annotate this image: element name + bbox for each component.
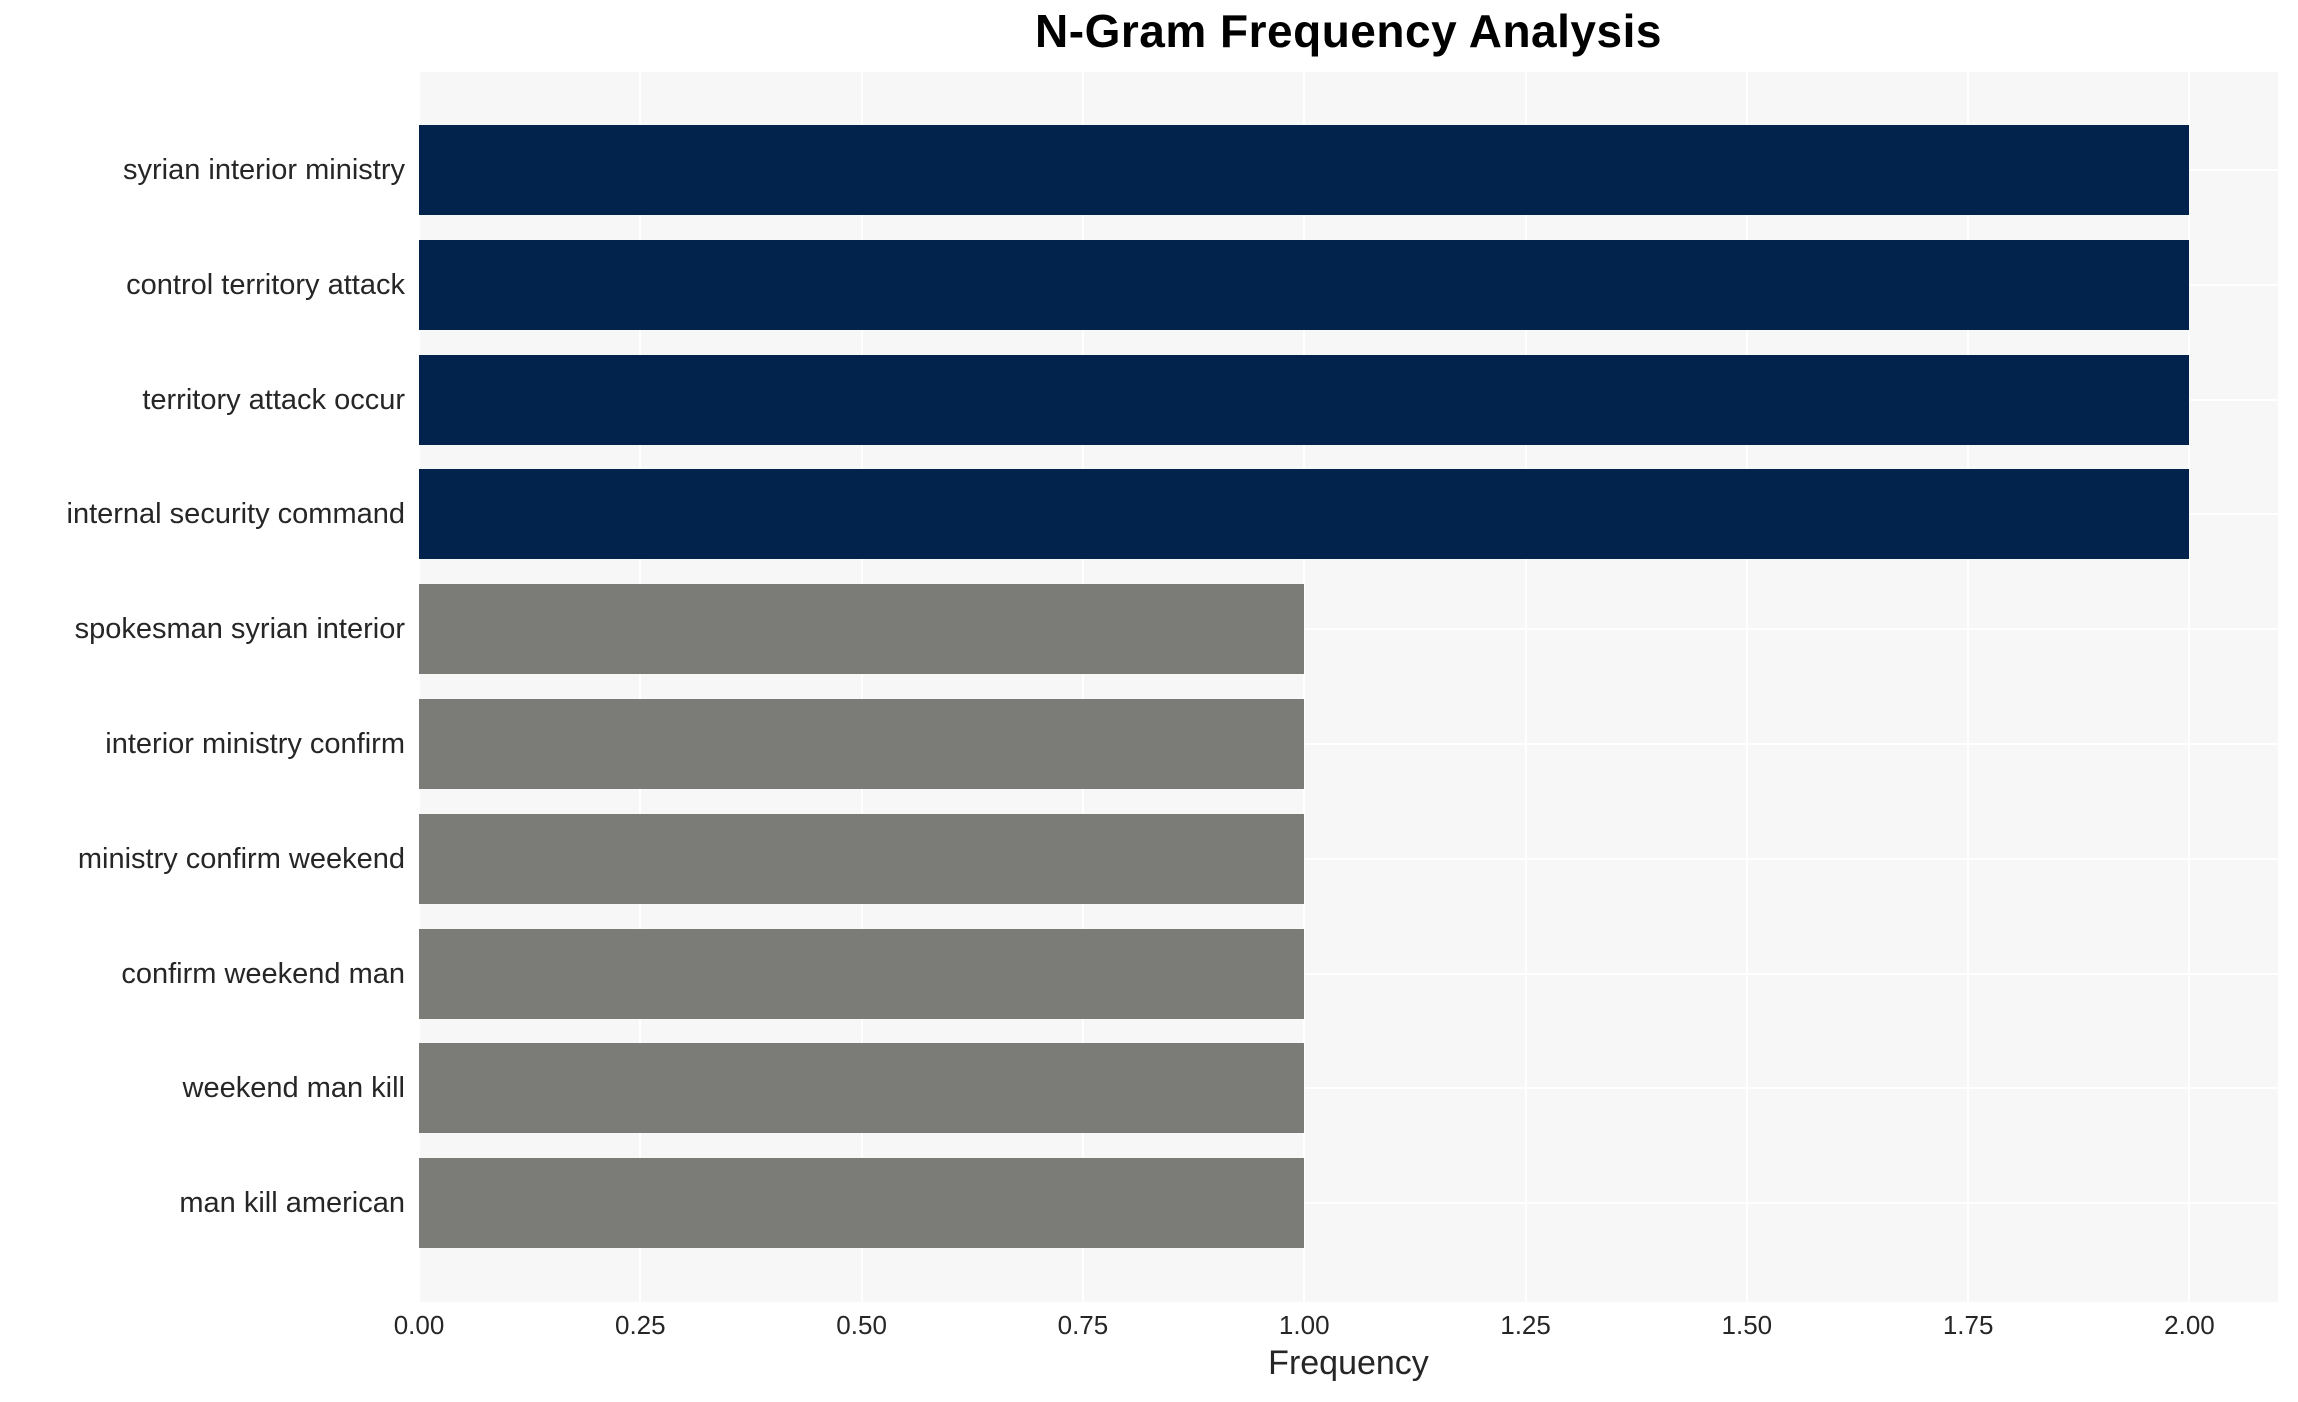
bar [419,813,1305,904]
y-tick-label: territory attack occur [142,383,405,416]
plot-area [418,72,2278,1302]
x-tick-label: 1.50 [1721,1310,1773,1340]
gridline-vertical [1303,72,1306,1302]
gridline-horizontal [419,1087,2278,1090]
x-tick-label: 0.50 [836,1310,887,1340]
y-tick-label: man kill american [179,1187,405,1220]
gridline-vertical [2188,72,2191,1302]
y-tick-label: syrian interior ministry [123,154,405,186]
x-tick-label: 2.00 [2164,1310,2215,1340]
bar [419,239,2190,330]
gridline-horizontal [419,857,2278,860]
gridline-horizontal [419,743,2278,745]
gridline-vertical [1745,72,1748,1302]
bar [419,469,2190,560]
x-tick-label: 1.25 [1500,1310,1551,1340]
bar [419,699,1305,789]
gridline-horizontal [419,972,2278,975]
gridline-horizontal [419,628,2278,631]
x-tick-label: 1.75 [1942,1310,1994,1340]
gridline-vertical [860,72,863,1302]
y-tick-label: interior ministry confirm [105,728,405,760]
x-tick-label: 0.00 [393,1310,445,1340]
bar [419,928,1305,1019]
gridline-vertical [1967,72,1970,1302]
chart-title: N-Gram Frequency Analysis [1035,5,1662,57]
y-tick-label: ministry confirm weekend [77,842,405,875]
gridline-vertical [1081,72,1084,1302]
y-tick-label: weekend man kill [182,1072,405,1105]
y-tick-label: spokesman syrian interior [74,613,405,646]
gridline-vertical [639,72,642,1302]
x-tick-label: 1.00 [1278,1310,1330,1340]
bar [419,1043,1305,1134]
gridline-horizontal [419,1202,2278,1205]
x-tick-label: 0.25 [614,1310,666,1340]
y-tick-label: control territory attack [126,268,405,301]
y-tick-label: internal security command [66,498,405,531]
bar [419,584,1305,675]
gridline-vertical [1524,72,1527,1302]
bar [419,354,2190,445]
x-axis-title: Frequency [1268,1344,1429,1382]
y-tick-label: confirm weekend man [121,957,405,990]
x-tick-label: 0.75 [1057,1310,1109,1340]
gridline-vertical [418,72,420,1302]
bar [419,125,2190,215]
bar [419,1158,1305,1249]
